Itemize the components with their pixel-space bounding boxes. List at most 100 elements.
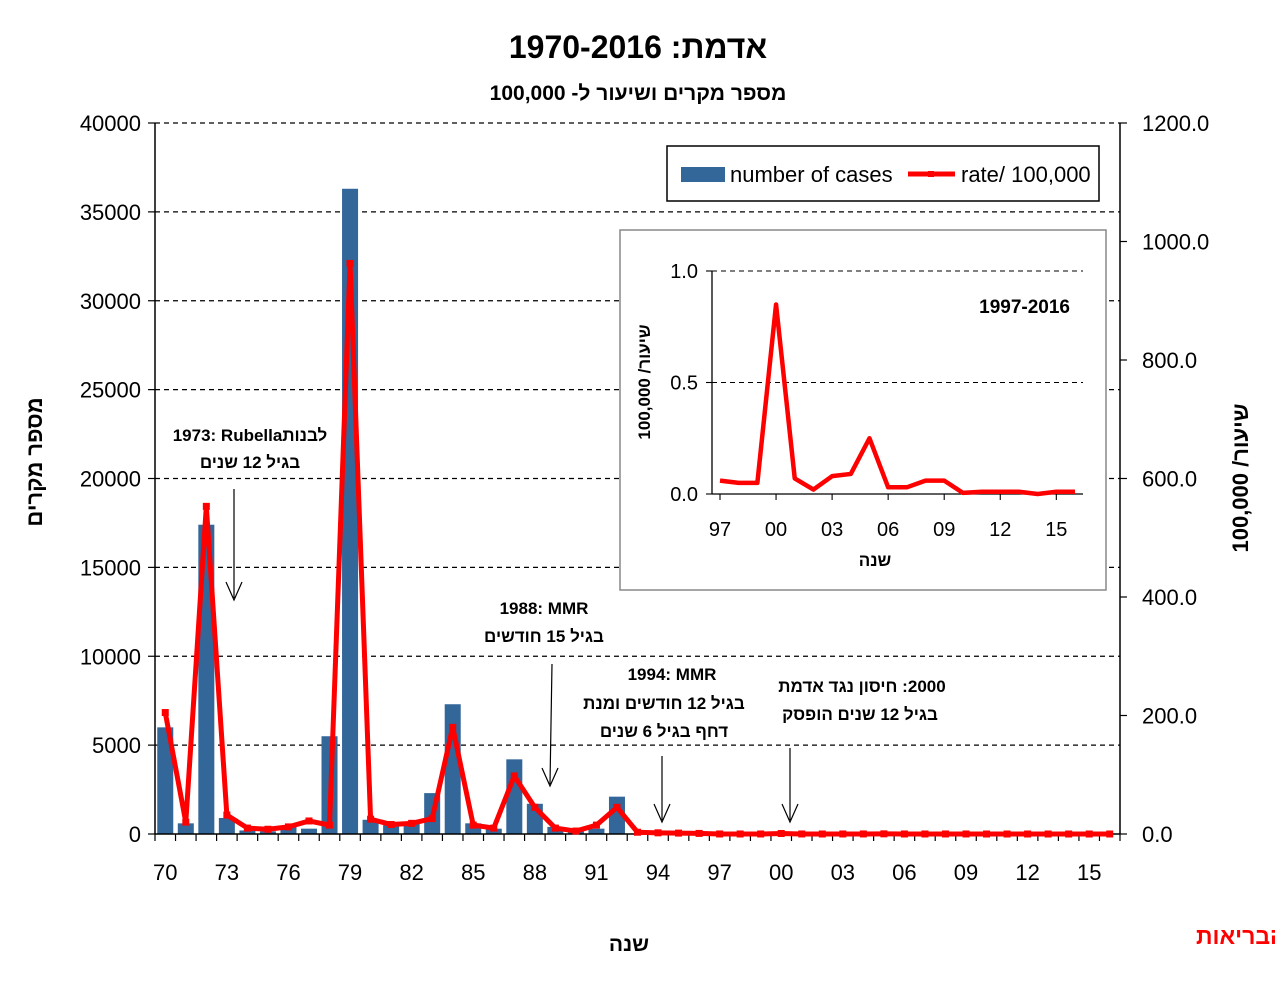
- left-tick-label: 30000: [80, 289, 141, 314]
- rate-marker: [490, 824, 498, 832]
- inset-chart: 1997-2016 שיעור/ 100,000 שנה 0.0 0.5 1.0 9…: [619, 229, 1107, 591]
- left-tick-labels: 0 5000 10000 15000 20000 25000 30000 35000 40000: [80, 111, 141, 847]
- rate-marker: [900, 830, 908, 838]
- rate-marker: [1044, 830, 1052, 838]
- inset-y-tick-label: 0.5: [670, 373, 698, 395]
- x-tick-label: 03: [831, 860, 855, 885]
- annotation-2000-arrowhead: [781, 803, 799, 824]
- x-tick-label: 73: [215, 860, 239, 885]
- rate-marker: [346, 259, 354, 267]
- rate-marker: [613, 803, 621, 811]
- x-tick-label: 82: [399, 860, 423, 885]
- rate-marker: [818, 830, 826, 838]
- rate-marker: [757, 830, 765, 838]
- annotation-1988-arrowhead: [541, 767, 559, 788]
- left-tick-label: 20000: [80, 467, 141, 492]
- legend-swatch-cases: [681, 167, 725, 182]
- legend-swatch-rate-marker: [928, 171, 934, 177]
- rate-marker: [182, 818, 190, 826]
- legend-box: [666, 145, 1100, 202]
- bar: [444, 704, 461, 834]
- rate-marker: [1024, 830, 1032, 838]
- right-axis-title: שיעור/ 100,000: [1228, 403, 1253, 552]
- inset-rate-line: [719, 302, 1075, 497]
- bar: [177, 823, 194, 834]
- legend-label-rate: rate/ 100,000: [961, 162, 1091, 187]
- inset-y-axis-title: שיעור/ 100,000: [635, 324, 654, 439]
- rate-marker: [1065, 830, 1073, 838]
- left-tick-label: 25000: [80, 378, 141, 403]
- rate-marker: [572, 827, 580, 835]
- annotation-1973: 1973: Rubellaלבנות בגיל 12 שנים: [173, 426, 327, 602]
- inset-x-axis-title: שנה: [859, 551, 892, 570]
- rate-marker: [1085, 830, 1093, 838]
- inset-x-tick-label: 06: [877, 519, 899, 541]
- right-tick-label: 1200.0: [1142, 111, 1209, 136]
- x-tick-label: 88: [523, 860, 547, 885]
- annotation-1994-line2: בגיל 12 חודשים ומנת: [583, 694, 745, 713]
- rate-marker: [284, 823, 292, 831]
- bar: [218, 818, 235, 834]
- rate-marker: [592, 821, 600, 829]
- x-tick-label: 06: [892, 860, 916, 885]
- left-tick-label: 35000: [80, 200, 141, 225]
- x-axis-title: שנה: [609, 933, 649, 956]
- rate-marker: [654, 829, 662, 837]
- left-tick-label: 0: [129, 822, 141, 847]
- bar: [362, 819, 379, 834]
- rate-marker: [983, 830, 991, 838]
- annotation-1988-line1: 1988: MMR: [500, 599, 589, 618]
- rate-marker: [1003, 830, 1011, 838]
- bar: [280, 826, 297, 834]
- rate-marker: [695, 829, 703, 837]
- inset-x-tick-label: 00: [765, 519, 787, 541]
- rate-marker: [264, 825, 272, 833]
- left-tick-label: 15000: [80, 555, 141, 580]
- annotation-1994-line1: 1994: MMR: [628, 665, 717, 684]
- rate-marker: [531, 803, 539, 811]
- right-tick-label: 1000.0: [1142, 230, 1209, 255]
- rate-marker: [469, 821, 477, 829]
- rate-marker: [962, 830, 970, 838]
- rate-marker: [716, 830, 724, 838]
- rate-marker: [408, 819, 416, 827]
- annotation-2000-line2: בגיל 12 שנים הופסק: [782, 705, 938, 724]
- annotation-1994-arrowhead: [653, 803, 671, 824]
- inset-x-tick-label: 09: [933, 519, 955, 541]
- inset-rate-series: [719, 302, 1075, 497]
- inset-x-tick-label: 15: [1045, 519, 1067, 541]
- x-tick-label: 12: [1015, 860, 1039, 885]
- rate-marker: [305, 817, 313, 825]
- rate-series: [161, 259, 1114, 838]
- rate-marker: [859, 830, 867, 838]
- x-tick-label: 85: [461, 860, 485, 885]
- x-tick-label: 76: [276, 860, 300, 885]
- bar: [157, 727, 174, 834]
- annotation-1988-arrow: [549, 663, 553, 785]
- x-tick-label: 79: [338, 860, 362, 885]
- chart-subtitle: מספר מקרים ושיעור ל- 100,000: [490, 82, 787, 105]
- x-tick-label: 94: [646, 860, 670, 885]
- inset-x-tick-label: 03: [821, 519, 843, 541]
- inset-x-tick-label: 97: [709, 519, 731, 541]
- bar: [465, 823, 482, 834]
- annotation-1994: 1994: MMR בגיל 12 חודשים ומנת דחף בגיל 6…: [583, 665, 745, 824]
- rate-marker: [243, 824, 251, 832]
- inset-x-tick-label: 12: [989, 519, 1011, 541]
- rate-marker: [880, 830, 888, 838]
- chart-title: אדמת: 1970-2016: [509, 29, 767, 65]
- x-tick-label: 97: [707, 860, 731, 885]
- rate-marker: [798, 830, 806, 838]
- rate-marker: [161, 709, 169, 717]
- rate-marker: [326, 821, 334, 829]
- left-axis-title: מספר מקרים: [22, 397, 47, 526]
- x-tick-label: 00: [769, 860, 793, 885]
- bar: [588, 828, 605, 834]
- right-tick-labels: 0.0 200.0 400.0 600.0 800.0 1000.0 1200.0: [1142, 111, 1209, 847]
- right-tick-label: 800.0: [1142, 348, 1197, 373]
- rate-marker: [510, 772, 518, 780]
- legend: number of cases rate/ 100,000: [666, 145, 1100, 202]
- bar: [403, 823, 420, 834]
